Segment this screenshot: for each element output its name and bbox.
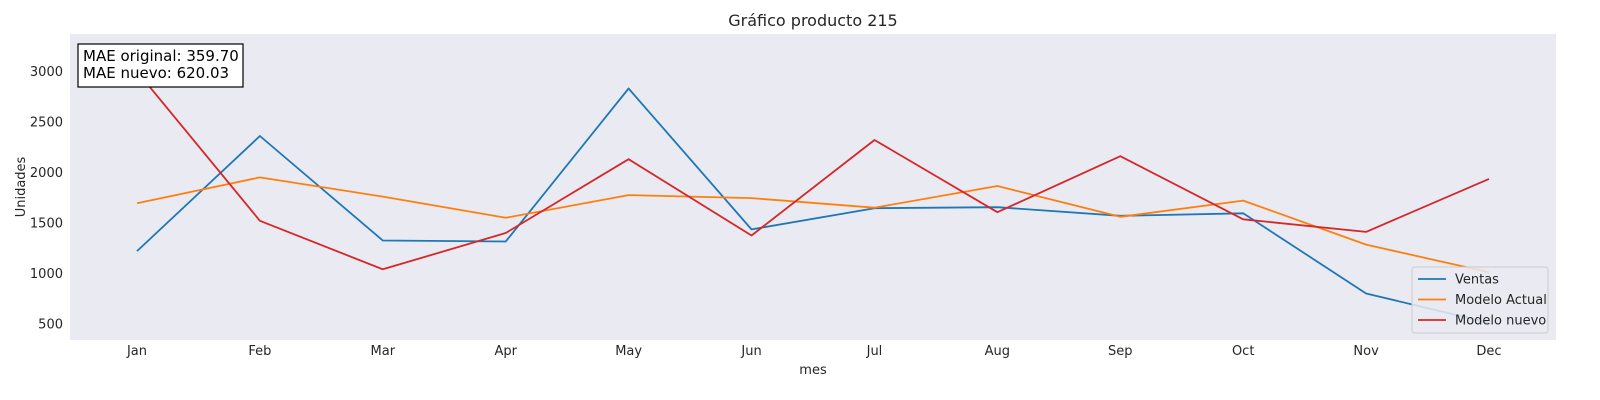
- legend-label: Modelo Actual: [1455, 293, 1547, 308]
- axis-ticks: Jan Feb Mar Apr May Jun Jul Aug Sep Oct Nov Dec 500 1…: [30, 65, 1502, 359]
- x-tick-label: Oct: [1232, 344, 1254, 359]
- y-tick-label: 1000: [30, 267, 63, 282]
- series-line-ventas: [136, 87, 1490, 324]
- x-tick-label: Jul: [866, 344, 883, 359]
- y-tick-label: 500: [38, 317, 63, 332]
- series-line-modelo-nuevo: [136, 70, 1490, 271]
- legend: Ventas Modelo Actual Modelo nuevo: [1411, 266, 1549, 334]
- annotation-frame: [77, 43, 244, 88]
- x-tick-label: Sep: [1108, 344, 1133, 359]
- mae-annotation: MAE original: 359.70 MAE nuevo: 620.03: [77, 43, 244, 88]
- series-line-modelo-actual: [136, 176, 1490, 274]
- x-tick-label: Jun: [740, 344, 761, 359]
- x-tick-label: Jan: [126, 344, 147, 359]
- x-tick-label: Feb: [248, 344, 271, 359]
- x-axis-label: mes: [799, 363, 827, 378]
- annotation-line-mae-original: MAE original: 359.70: [83, 47, 239, 65]
- y-tick-label: 1500: [30, 216, 63, 231]
- x-tick-label: Dec: [1476, 344, 1501, 359]
- x-tick-label: Mar: [371, 344, 396, 359]
- y-tick-label: 2000: [30, 166, 63, 181]
- x-tick-label: May: [615, 344, 642, 359]
- chart-title: Gráfico producto 215: [728, 11, 897, 30]
- x-tick-label: Aug: [985, 344, 1010, 359]
- legend-frame: [1411, 266, 1549, 334]
- annotation-line-mae-nuevo: MAE nuevo: 620.03: [83, 64, 229, 82]
- series-lines: [136, 70, 1490, 324]
- y-tick-label: 2500: [30, 115, 63, 130]
- y-tick-label: 3000: [30, 65, 63, 80]
- legend-label: Ventas: [1455, 273, 1499, 288]
- legend-label: Modelo nuevo: [1455, 314, 1546, 329]
- x-tick-label: Apr: [494, 344, 517, 359]
- y-axis-label: Unidades: [14, 156, 29, 217]
- x-tick-label: Nov: [1353, 344, 1379, 359]
